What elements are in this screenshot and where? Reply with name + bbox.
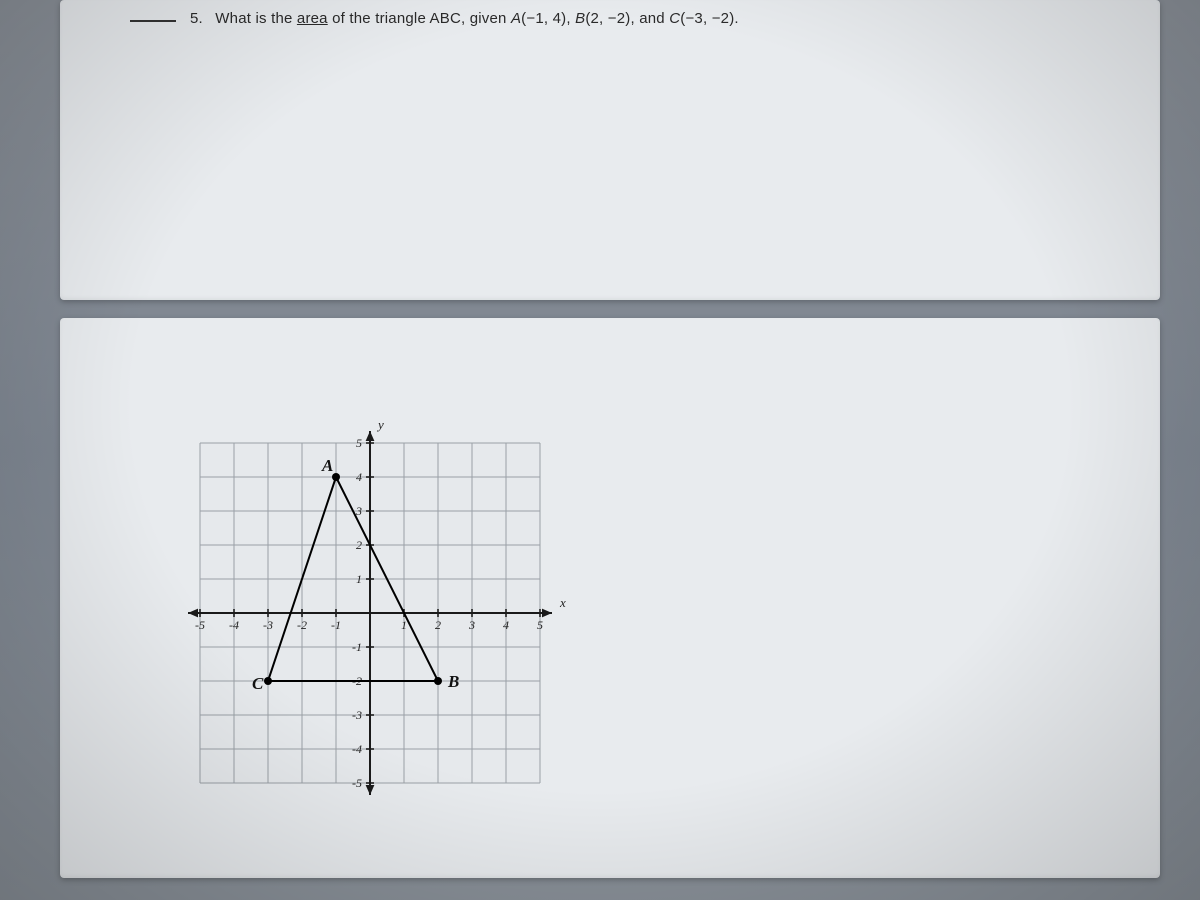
svg-text:2: 2 <box>356 538 362 552</box>
sep1: , <box>566 10 575 27</box>
point-a-coords: (−1, 4) <box>521 10 566 27</box>
point-a-label: A <box>511 10 521 27</box>
svg-text:C: C <box>252 674 264 693</box>
svg-text:-2: -2 <box>297 618 307 632</box>
question-mid: of the triangle ABC, given <box>328 10 511 27</box>
graph-card: -5-4-3-2-11234512345-1-2-3-4-5xyABC <box>60 318 1160 878</box>
question-card: 5. What is the area of the triangle ABC,… <box>60 0 1160 300</box>
answer-blank <box>130 20 176 22</box>
svg-text:-5: -5 <box>195 618 205 632</box>
svg-text:-4: -4 <box>352 742 362 756</box>
svg-text:3: 3 <box>468 618 475 632</box>
svg-text:y: y <box>376 417 384 432</box>
svg-text:5: 5 <box>537 618 543 632</box>
svg-text:5: 5 <box>356 436 362 450</box>
svg-text:2: 2 <box>435 618 441 632</box>
svg-text:1: 1 <box>356 572 362 586</box>
sep2: , and <box>630 10 669 27</box>
svg-text:B: B <box>447 672 459 691</box>
svg-text:-1: -1 <box>352 640 362 654</box>
graph-svg: -5-4-3-2-11234512345-1-2-3-4-5xyABC <box>170 413 570 813</box>
svg-text:-5: -5 <box>352 776 362 790</box>
question-underlined: area <box>297 10 328 27</box>
question-text: 5. What is the area of the triangle ABC,… <box>190 10 739 27</box>
svg-text:A: A <box>321 456 333 475</box>
svg-text:x: x <box>559 595 566 610</box>
svg-text:-3: -3 <box>263 618 273 632</box>
question-prefix: What is the <box>215 10 297 27</box>
point-c-coords: (−3, −2) <box>680 10 734 27</box>
coordinate-graph: -5-4-3-2-11234512345-1-2-3-4-5xyABC <box>170 413 570 813</box>
svg-text:-1: -1 <box>331 618 341 632</box>
svg-text:4: 4 <box>356 470 362 484</box>
point-b-label: B <box>575 10 585 27</box>
point-c-label: C <box>669 10 680 27</box>
point-b-coords: (2, −2) <box>585 10 630 27</box>
question-number: 5. <box>190 10 203 27</box>
svg-text:4: 4 <box>503 618 509 632</box>
svg-text:1: 1 <box>401 618 407 632</box>
svg-text:-4: -4 <box>229 618 239 632</box>
svg-text:-3: -3 <box>352 708 362 722</box>
question-suffix: . <box>734 10 738 27</box>
